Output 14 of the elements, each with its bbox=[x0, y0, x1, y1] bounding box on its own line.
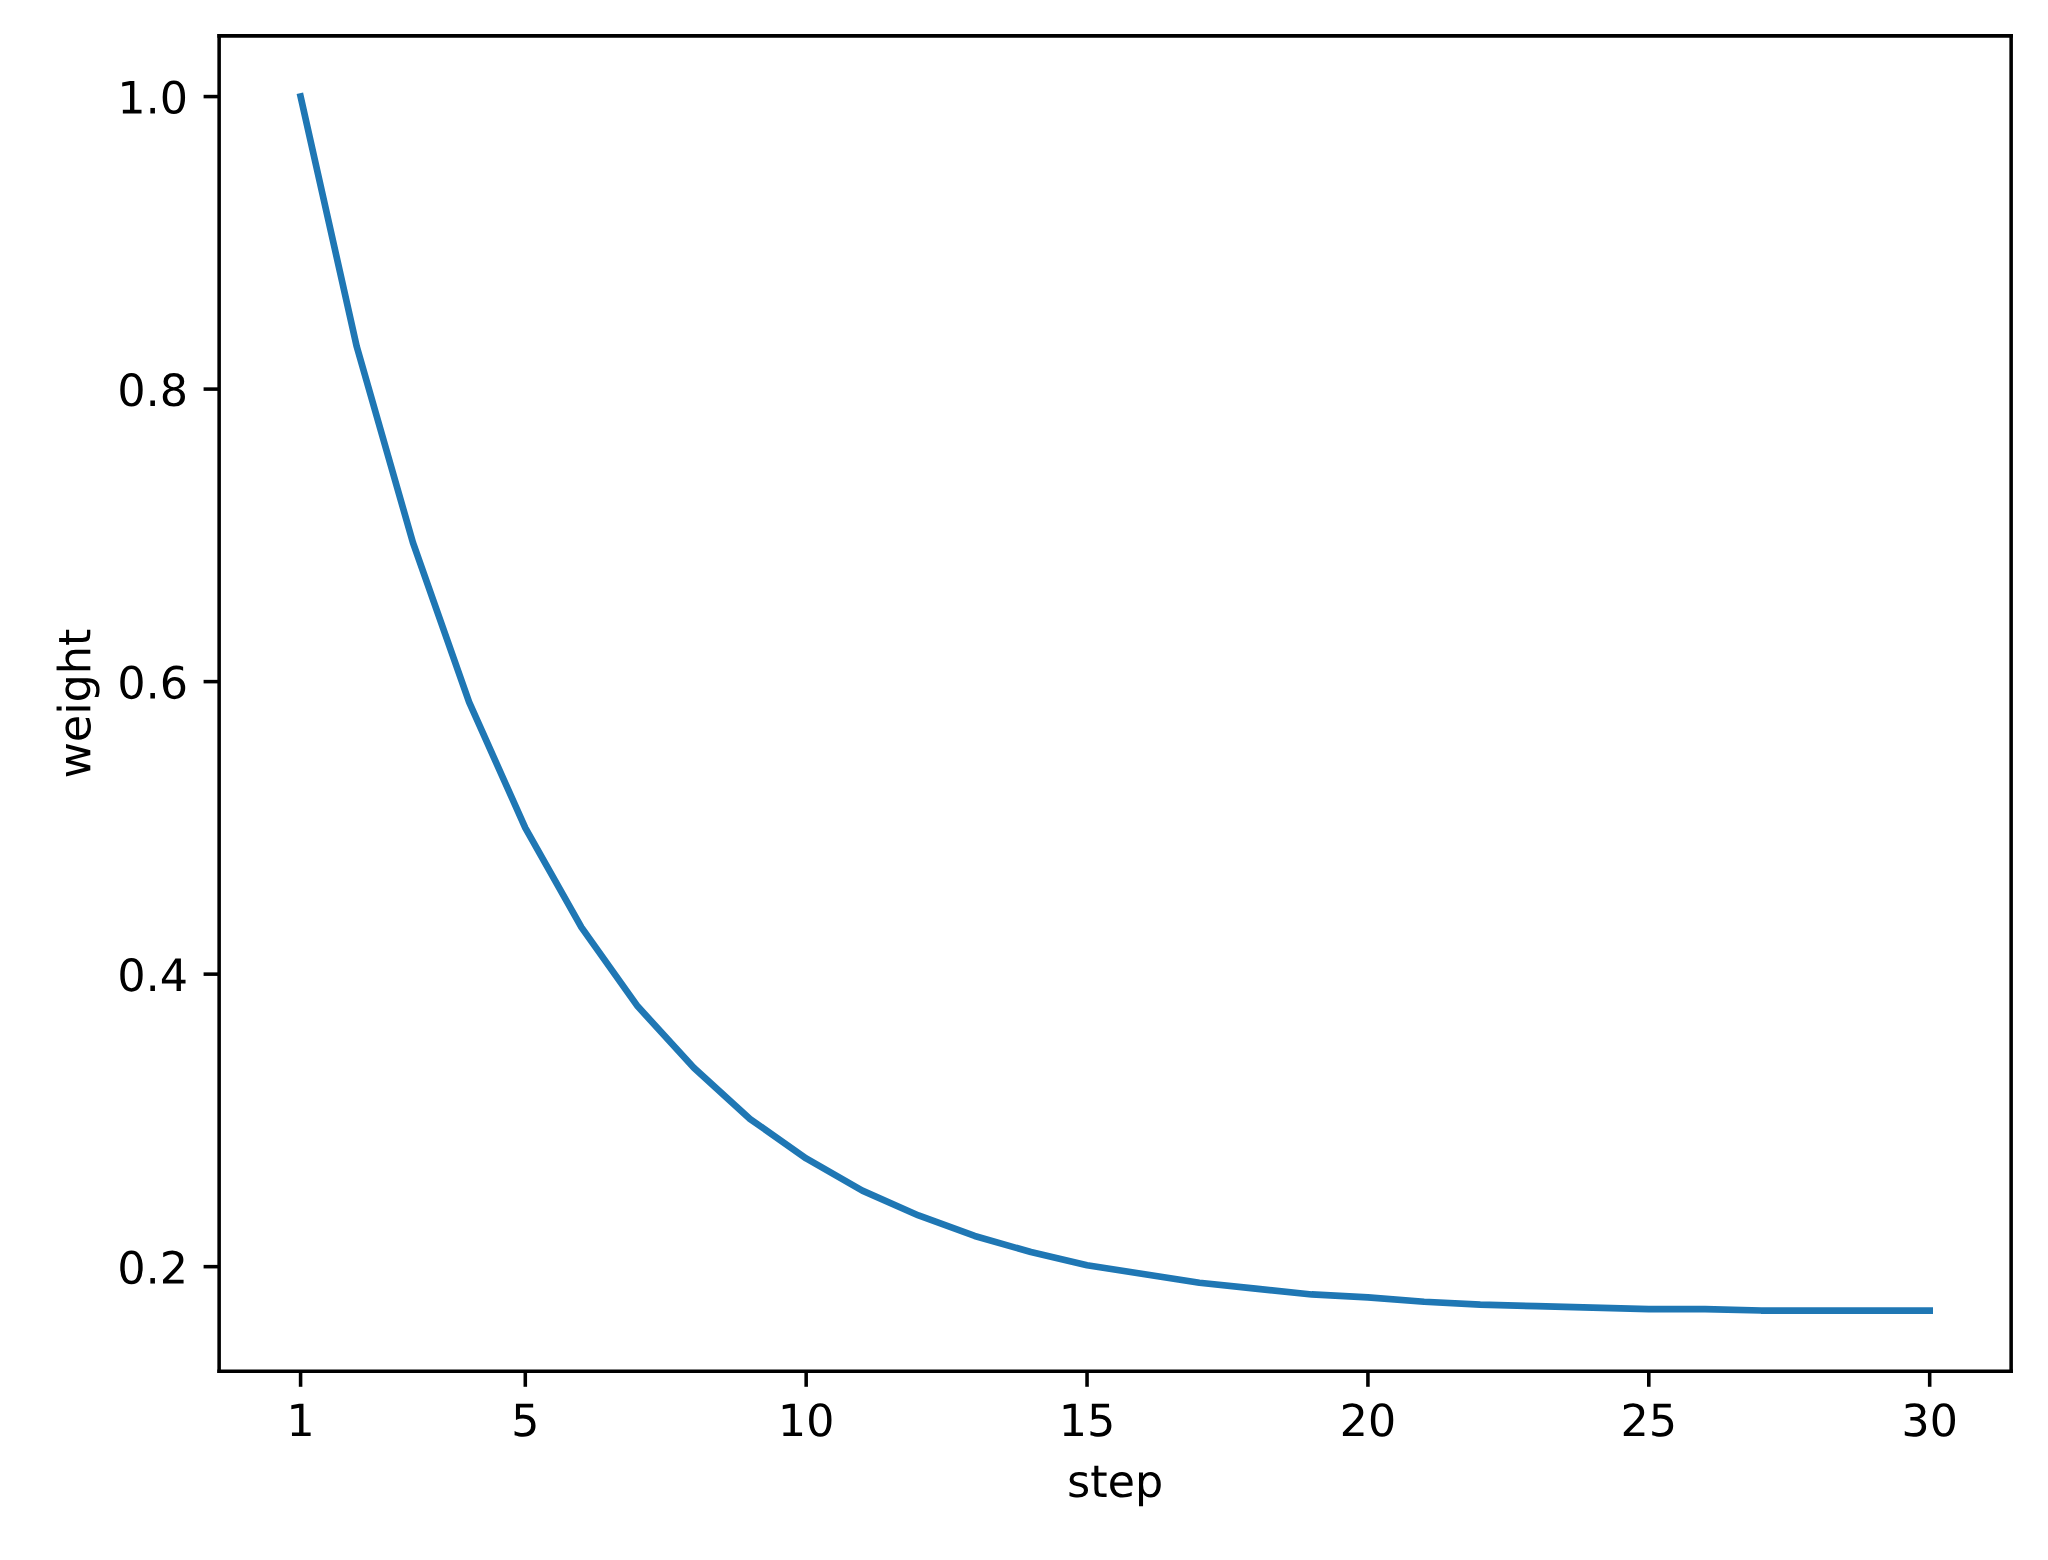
x-tick-label: 30 bbox=[1904, 1403, 1956, 1437]
y-tick-label: 0.8 bbox=[120, 373, 185, 407]
x-tick-label: 20 bbox=[1342, 1403, 1394, 1437]
x-tick-label: 5 bbox=[514, 1403, 536, 1437]
y-tick-label: 0.4 bbox=[120, 958, 186, 992]
y-tick-label: 0.2 bbox=[120, 1250, 184, 1285]
x-tick-label: 10 bbox=[782, 1403, 832, 1437]
y-tick-label: 1.0 bbox=[122, 80, 186, 115]
y-axis-title: weight bbox=[56, 629, 100, 777]
y-tick-label: 0.6 bbox=[120, 665, 186, 700]
x-tick-label: 1 bbox=[291, 1403, 311, 1437]
x-axis-title: step bbox=[1069, 1465, 1161, 1507]
x-tick-label: 15 bbox=[1063, 1403, 1112, 1437]
x-tick-label: 25 bbox=[1623, 1403, 1674, 1437]
